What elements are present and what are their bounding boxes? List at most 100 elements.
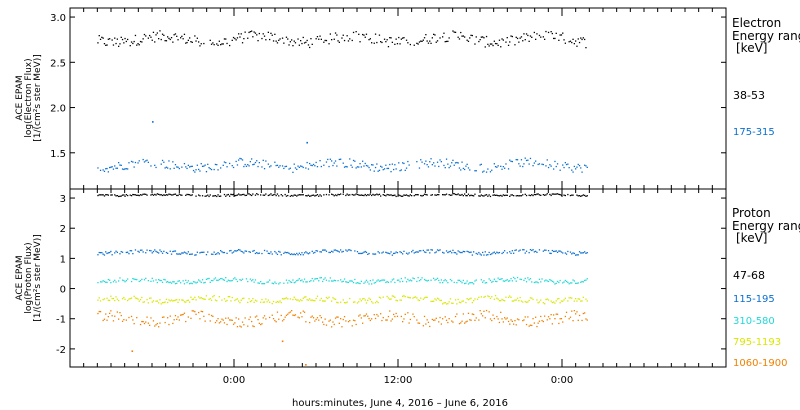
data-point-38-53 [240, 33, 242, 35]
data-point-115-195 [165, 251, 168, 254]
data-point-1060-1900 [525, 323, 528, 326]
data-point-1060-1900 [427, 321, 430, 323]
data-point-1060-1900 [559, 318, 561, 320]
data-point-1060-1900 [236, 326, 239, 328]
data-point-795-1193 [142, 301, 144, 303]
data-point-47-68 [558, 193, 560, 195]
data-point-38-53 [505, 41, 507, 43]
data-point-115-195 [510, 252, 512, 254]
data-point-115-195 [307, 253, 310, 255]
data-point-310-580 [394, 281, 396, 284]
data-point-795-1193 [412, 297, 414, 299]
data-point-47-68 [421, 195, 423, 197]
data-point-795-1193 [174, 299, 177, 301]
data-point-47-68 [422, 194, 424, 197]
data-point-1060-1900 [582, 312, 584, 315]
data-point-795-1193 [580, 300, 582, 302]
data-point-795-1193 [279, 300, 281, 302]
data-point-795-1193 [267, 299, 269, 301]
data-point-795-1193 [409, 297, 411, 299]
data-point-1060-1900 [478, 319, 480, 321]
data-point-38-53 [528, 40, 530, 42]
data-point-38-53 [464, 36, 466, 38]
data-point-175-315 [288, 168, 290, 170]
data-point-47-68 [545, 194, 547, 196]
data-point-115-195 [189, 253, 191, 255]
data-point-47-68 [256, 193, 258, 195]
data-point-38-53 [536, 33, 538, 35]
data-point-38-53 [302, 36, 304, 39]
data-point-47-68 [445, 193, 448, 195]
data-point-115-195 [560, 251, 563, 253]
data-point-310-580 [417, 277, 419, 279]
data-point-175-315 [429, 161, 431, 163]
data-point-115-195 [399, 251, 401, 253]
data-point-310-580 [520, 278, 523, 281]
data-point-310-580 [571, 282, 573, 284]
data-point-310-580 [278, 283, 280, 285]
data-point-38-53 [164, 40, 166, 42]
data-point-310-580 [537, 282, 539, 284]
data-point-47-68 [464, 193, 466, 195]
data-point-795-1193 [109, 299, 111, 302]
data-point-310-580 [444, 279, 446, 281]
data-point-310-580 [438, 279, 440, 282]
data-point-1060-1900 [482, 315, 484, 317]
data-point-115-195 [411, 251, 413, 253]
data-point-795-1193 [177, 301, 179, 303]
data-point-175-315 [546, 159, 548, 161]
data-point-38-53 [210, 43, 213, 45]
data-point-1060-1900 [261, 323, 263, 325]
data-point-175-315 [121, 168, 124, 170]
data-point-795-1193 [354, 301, 356, 303]
data-point-38-53 [97, 42, 99, 44]
data-point-47-68 [533, 193, 535, 196]
data-point-795-1193 [430, 300, 432, 303]
data-point-795-1193 [118, 299, 120, 302]
data-point-38-53 [378, 34, 381, 36]
data-point-38-53 [221, 43, 223, 45]
data-point-310-580 [136, 279, 138, 281]
data-point-1060-1900 [376, 313, 378, 316]
data-point-795-1193 [363, 297, 365, 300]
data-point-175-315 [106, 167, 108, 170]
data-point-38-53 [498, 39, 501, 41]
data-point-1060-1900 [365, 313, 368, 315]
data-point-38-53 [489, 43, 492, 45]
data-point-175-315 [328, 165, 330, 168]
data-point-47-68 [556, 193, 559, 195]
data-point-47-68 [172, 194, 174, 196]
data-point-795-1193 [389, 298, 391, 300]
data-point-175-315 [185, 166, 187, 168]
data-point-310-580 [491, 281, 493, 283]
data-point-1060-1900 [359, 314, 361, 316]
data-point-38-53 [568, 41, 570, 43]
data-point-795-1193 [460, 302, 462, 304]
data-point-38-53 [139, 40, 142, 43]
data-point-1060-1900 [187, 316, 189, 318]
data-point-47-68 [380, 195, 382, 197]
data-point-310-580 [183, 283, 186, 285]
data-point-310-580 [381, 279, 383, 281]
data-point-175-315 [232, 166, 235, 169]
data-point-115-195 [306, 252, 308, 254]
data-point-310-580 [525, 281, 528, 283]
data-point-47-68 [363, 194, 365, 197]
data-point-795-1193 [261, 298, 263, 301]
data-point-175-315 [564, 162, 566, 164]
data-point-115-195 [223, 251, 226, 254]
data-point-47-68 [334, 194, 337, 196]
data-point-175-315 [124, 168, 126, 170]
data-point-47-68 [240, 194, 242, 196]
data-point-795-1193 [337, 302, 339, 304]
data-point-795-1193 [127, 299, 129, 302]
data-point-1060-1900 [341, 326, 343, 328]
data-point-38-53 [203, 42, 205, 45]
data-point-115-195 [141, 249, 143, 251]
data-point-310-580 [482, 281, 484, 283]
data-point-310-580 [123, 279, 125, 282]
data-point-795-1193 [540, 299, 542, 301]
data-point-38-53 [180, 37, 182, 39]
data-point-47-68 [442, 194, 444, 196]
